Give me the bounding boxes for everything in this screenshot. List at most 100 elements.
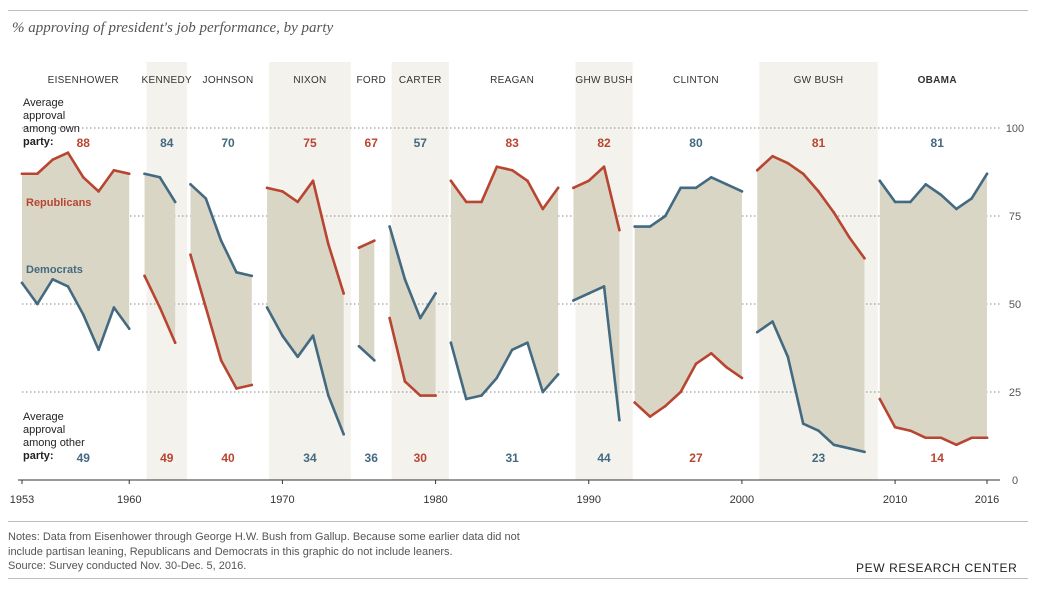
other-label-line: party: xyxy=(23,450,54,462)
democrats-point xyxy=(694,186,698,190)
other-party-average: 34 xyxy=(303,451,317,465)
republicans-point xyxy=(786,161,790,165)
republicans-point xyxy=(985,436,989,440)
democrats-point xyxy=(204,197,208,200)
own-party-average: 57 xyxy=(414,136,428,150)
democrats-line-gw-bush xyxy=(755,320,866,454)
democrats-point xyxy=(281,334,284,337)
republicans-point xyxy=(173,341,177,345)
democrats-point xyxy=(296,355,300,359)
other-label-line: approval xyxy=(23,424,65,436)
president-label-kennedy: KENNEDY xyxy=(142,75,192,86)
other-party-average: 30 xyxy=(414,451,428,465)
democrats-point xyxy=(939,193,943,197)
series-label-democrats: Democrats xyxy=(26,264,83,276)
own-party-average: 82 xyxy=(597,136,611,150)
democrats-point xyxy=(863,450,866,454)
president-label-gw-bush: GW BUSH xyxy=(794,75,844,86)
own-label-line: Average xyxy=(23,97,64,109)
republicans-point xyxy=(602,165,606,169)
republicans-point xyxy=(449,179,453,183)
democrats-point xyxy=(832,443,836,447)
democrats-point xyxy=(970,197,973,200)
republicans-point xyxy=(36,172,39,176)
gap-area-ghw-bush xyxy=(573,166,620,421)
democrats-point xyxy=(878,179,882,183)
democrats-point xyxy=(664,214,667,218)
notes-line-1: Notes: Data from Eisenhower through Geor… xyxy=(8,531,520,543)
democrats-point xyxy=(250,274,254,278)
republicans-point xyxy=(893,425,897,429)
democrats-point xyxy=(311,334,315,337)
bottom-rule xyxy=(8,521,1028,522)
president-label-obama: OBAMA xyxy=(918,75,957,86)
republicans-point xyxy=(112,168,116,172)
democrats-point xyxy=(955,207,958,211)
gap-area-obama xyxy=(879,173,987,445)
republicans-point xyxy=(618,228,621,232)
x-tick-label: 1960 xyxy=(117,494,141,506)
republicans-point xyxy=(296,200,300,204)
republicans-point xyxy=(97,190,100,193)
democrats-point xyxy=(357,344,361,348)
gap-area-clinton xyxy=(634,177,742,417)
other-party-average: 27 xyxy=(689,451,703,465)
x-tick-label: 2000 xyxy=(730,494,754,506)
republicans-point xyxy=(327,242,330,246)
democrats-point xyxy=(572,299,575,302)
republicans-point xyxy=(418,394,422,397)
republicans-point xyxy=(556,186,560,190)
republicans-line-clinton xyxy=(633,351,744,418)
democrats-point xyxy=(20,281,24,285)
other-party-average: 31 xyxy=(505,451,519,465)
republicans-point xyxy=(709,351,713,355)
democrats-line-reagan xyxy=(449,341,560,401)
democrats-point xyxy=(771,320,774,323)
republicans-point xyxy=(235,387,238,390)
republicans-point xyxy=(970,436,973,440)
democrats-line-carter xyxy=(388,225,437,320)
democrats-line-eisenhower xyxy=(20,278,131,352)
republicans-point xyxy=(679,390,682,394)
democrats-point xyxy=(373,359,376,362)
democrats-point xyxy=(740,190,744,193)
democrats-point xyxy=(510,348,514,352)
republicans-point xyxy=(909,429,912,433)
republicans-point xyxy=(388,316,391,320)
y-tick-label: 0 xyxy=(1012,475,1018,487)
x-tick-label: 2010 xyxy=(883,494,907,506)
republicans-point xyxy=(342,292,345,295)
democrats-point xyxy=(801,422,805,425)
republicans-point xyxy=(755,168,759,172)
republicans-point xyxy=(127,172,131,176)
republicans-point xyxy=(311,179,315,183)
republicans-line-carter xyxy=(388,316,437,397)
republicans-point xyxy=(878,397,882,401)
republicans-point xyxy=(526,179,529,183)
notes: Notes: Data from Eisenhower through Geor… xyxy=(8,530,520,574)
x-tick-label: 1953 xyxy=(10,494,34,506)
republicans-point xyxy=(204,306,208,309)
own-party-average: 75 xyxy=(303,136,317,150)
own-party-average: 81 xyxy=(812,136,826,150)
republicans-point xyxy=(66,151,70,154)
republicans-line-ford xyxy=(357,239,376,249)
democrats-point xyxy=(924,183,928,186)
republicans-line-gw-bush xyxy=(755,154,866,260)
x-tick-label: 1970 xyxy=(270,494,294,506)
president-label-carter: CARTER xyxy=(399,75,442,86)
democrats-point xyxy=(158,175,162,179)
y-tick-label: 75 xyxy=(1009,211,1021,223)
republicans-point xyxy=(480,200,483,204)
democrats-point xyxy=(235,271,238,274)
republicans-point xyxy=(81,175,85,179)
republicans-point xyxy=(51,158,54,161)
approval-chart: 0 25 50 75 100 1953 1960 1970 1980 1990 2000 2010 20… xyxy=(10,62,1024,506)
democrats-point xyxy=(51,278,54,281)
president-label-clinton: CLINTON xyxy=(673,75,719,86)
other-party-average: 49 xyxy=(160,451,174,465)
president-label-reagan: REAGAN xyxy=(490,75,534,86)
democrats-point xyxy=(618,418,621,422)
x-tick-label: 1990 xyxy=(577,494,601,506)
democrats-point xyxy=(541,390,545,394)
